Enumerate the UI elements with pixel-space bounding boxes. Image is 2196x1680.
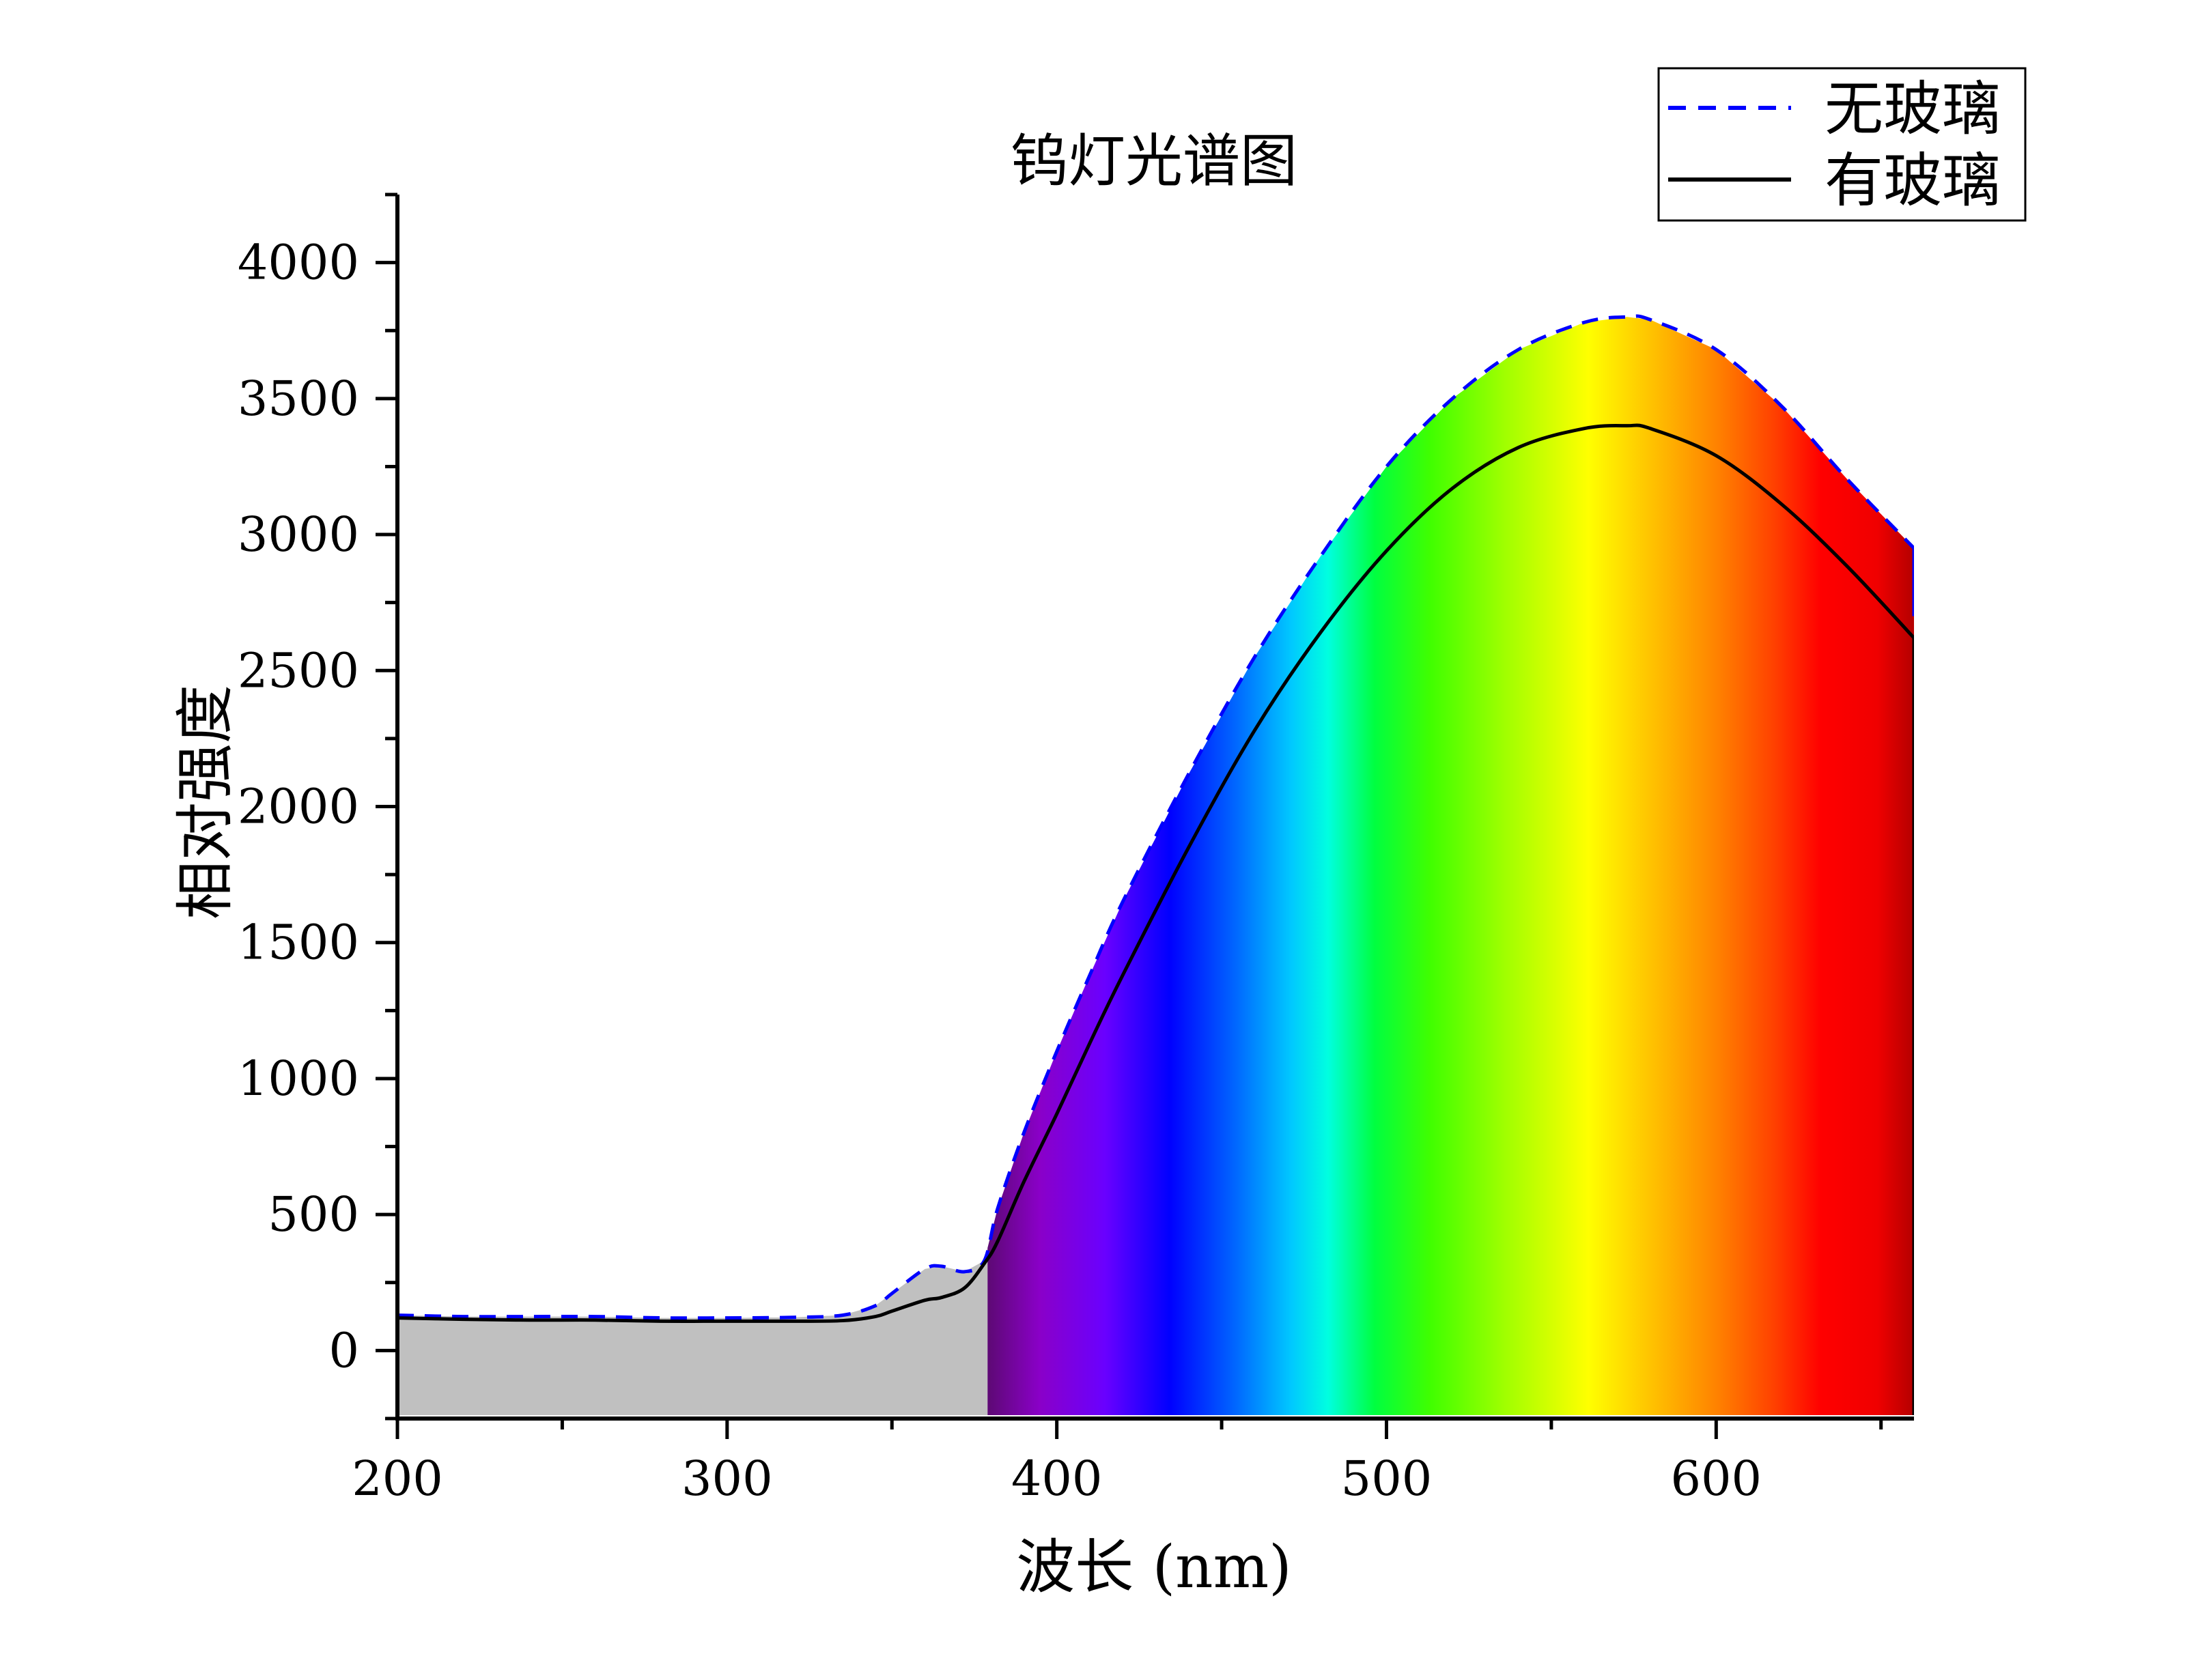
- y-axis-label: 相对强度: [171, 685, 240, 920]
- y-tick-label: 2000: [238, 779, 359, 835]
- y-tick-label: 4000: [238, 235, 359, 291]
- legend-box: [1657, 67, 2027, 222]
- y-tick-label: 3000: [238, 507, 359, 563]
- y-tick-label: 0: [328, 1322, 359, 1378]
- visible-spectrum-fill: [987, 317, 1914, 1415]
- y-tick-label: 1500: [238, 915, 359, 971]
- legend-label-series-1: 无玻璃: [1825, 75, 2001, 143]
- series-line-2: [397, 423, 1914, 1323]
- x-tick-label: 300: [681, 1451, 773, 1507]
- legend: 无玻璃 有玻璃: [1657, 67, 2027, 222]
- x-tick-label: 400: [1011, 1451, 1103, 1507]
- legend-label-series-2: 有玻璃: [1825, 147, 2001, 215]
- x-tick-label: 200: [352, 1451, 443, 1507]
- x-tick-label: 600: [1670, 1451, 1762, 1507]
- y-axis-ticks: 0 500 1000 1500 2000 2500 3000 3500 4000: [238, 193, 397, 1421]
- x-tick-label: 500: [1341, 1451, 1433, 1507]
- spectrum-fills: [397, 317, 1914, 1415]
- x-axis-ticks: 200 300 400 500 600: [352, 1419, 1883, 1507]
- y-tick-label: 500: [268, 1186, 359, 1242]
- series-line-1: [397, 314, 1914, 1320]
- y-tick-label: 1000: [238, 1051, 359, 1107]
- series-lines: [397, 314, 1914, 1415]
- x-axis-label: 波长 (nm): [1016, 1533, 1291, 1601]
- uv-grey-fill: [397, 1247, 988, 1415]
- y-tick-label: 2500: [238, 642, 359, 698]
- y-tick-label: 3500: [238, 371, 359, 427]
- chart-title: 钨灯光谱图: [1011, 128, 1297, 195]
